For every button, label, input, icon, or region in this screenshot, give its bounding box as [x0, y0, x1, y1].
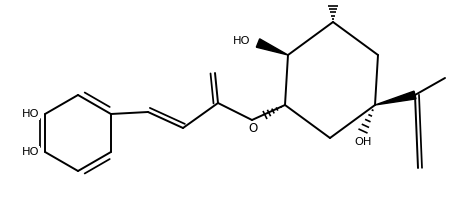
Text: HO: HO: [232, 36, 249, 46]
Text: OH: OH: [354, 137, 371, 147]
Text: HO: HO: [22, 147, 39, 157]
Text: OH: OH: [449, 71, 451, 81]
Text: O: O: [248, 122, 257, 135]
Polygon shape: [256, 39, 287, 55]
Text: HO: HO: [22, 109, 39, 119]
Polygon shape: [374, 91, 415, 105]
